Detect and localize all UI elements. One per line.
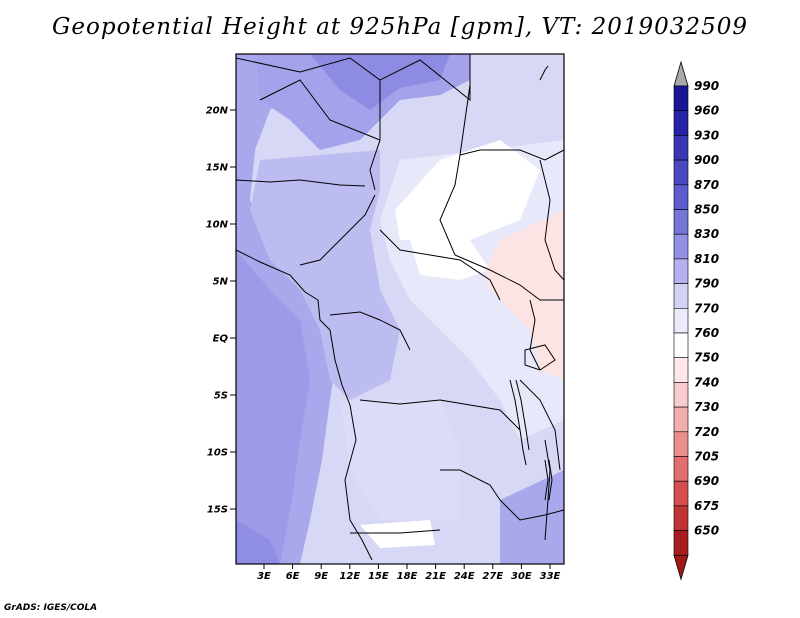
map-frame [235, 53, 565, 565]
lat-tick-label: 10N [206, 220, 229, 231]
colorbar-swatch [673, 135, 689, 161]
border-tanzania [519, 379, 561, 471]
lat-tick-label: 20N [206, 106, 229, 117]
lat-tick-label: EQ [213, 334, 229, 345]
colorbar-label: 870 [694, 178, 719, 192]
colorbar-swatch [673, 283, 689, 309]
border-niger-chad [369, 80, 381, 191]
border-chad-sudan [439, 84, 471, 256]
border-zambia-mozambique [499, 499, 564, 521]
colorbar-swatch [673, 307, 689, 334]
chart-title: Geopotential Height at 925hPa [gpm], VT:… [52, 14, 748, 40]
lon-tick-label: 15E [368, 571, 389, 582]
border-car [379, 229, 501, 301]
lon-tick-label: 27E [482, 571, 503, 582]
colorbar-swatch [673, 184, 689, 210]
lon-tick-label: 30E [511, 571, 532, 582]
field-pink-east [485, 210, 564, 380]
colorbar-label: 960 [694, 104, 719, 118]
colorbar-label: 690 [694, 474, 719, 488]
lon-tick-label: 9E [314, 571, 328, 582]
colorbar-label: 900 [694, 153, 719, 167]
colorbar-label: 930 [694, 128, 719, 142]
lon-tick-label: 6E [286, 571, 300, 582]
field-ocean-west-mid [236, 250, 310, 564]
colorbar-swatch [673, 233, 689, 260]
colorbar-swatch [673, 431, 689, 457]
colorbar-label: 675 [694, 499, 719, 513]
lake-tanganyika [509, 379, 530, 466]
lake-malawi [544, 459, 553, 501]
colorbar: 990 960 930 900 870 850 830 810 790 770 760 750 740 7… [673, 60, 719, 581]
colorbar-top-arrow [673, 60, 689, 87]
lon-tick-label: 3E [257, 571, 271, 582]
field-white-north [395, 140, 540, 240]
border-uganda-kenya [529, 299, 541, 371]
field-southwest-corner [236, 520, 280, 564]
colorbar-label: 720 [694, 425, 719, 439]
border-sudan-south [459, 149, 564, 161]
colorbar-label: 770 [694, 301, 719, 315]
colorbar-label: 790 [694, 277, 719, 291]
border-mali-niger [259, 79, 381, 141]
colorbar-swatch [673, 406, 689, 433]
border-south-sudan [454, 254, 564, 301]
colorbar-swatch [673, 85, 689, 112]
longitude-axis: 3E 6E 9E 12E 15E 18E 21E 24E 27E 30E 33E [257, 564, 561, 582]
colorbar-label: 810 [694, 252, 719, 266]
border-angola-zambia [440, 469, 501, 501]
field-south-central [340, 400, 460, 520]
colorbar-swatch [673, 530, 689, 556]
lat-tick-label: 5N [213, 277, 229, 288]
footer-credit: GrADS: IGES/COLA [4, 603, 98, 613]
lon-tick-label: 24E [454, 571, 475, 582]
colorbar-label: 830 [694, 227, 719, 241]
border-nigeria-cameroon [299, 194, 376, 266]
colorbar-swatch [673, 505, 689, 531]
border-cameroon-congo [329, 311, 411, 351]
lon-tick-label: 18E [397, 571, 418, 582]
coastline-west [236, 249, 373, 561]
colorbar-swatch [673, 110, 689, 136]
border-drc [359, 399, 521, 431]
field-white-south [360, 520, 435, 548]
lake-victoria [524, 344, 556, 371]
border-malawi [544, 439, 551, 541]
colorbar-label: 850 [694, 203, 719, 217]
colorbar-swatch [673, 456, 689, 482]
colorbar-swatch [673, 357, 689, 383]
border-angola-namibia [350, 529, 441, 534]
border-niger-nigeria [236, 179, 366, 187]
colorbar-swatch [673, 159, 689, 186]
borders-and-coasts [236, 54, 564, 561]
lon-tick-label: 33E [540, 571, 561, 582]
lat-tick-label: 15N [206, 163, 229, 174]
lat-tick-label: 5S [214, 391, 228, 402]
lon-tick-label: 21E [425, 571, 446, 582]
colorbar-label: 760 [694, 326, 719, 340]
colorbar-swatch [673, 382, 689, 408]
colorbar-swatch [673, 209, 689, 235]
lat-tick-label: 15S [207, 505, 228, 516]
colorbar-label: 730 [694, 400, 719, 414]
colorbar-swatch [673, 480, 689, 507]
colorbar-label: 740 [694, 375, 719, 389]
red-sea-coast [539, 65, 549, 81]
field-white-center [410, 240, 490, 280]
colorbar-label: 750 [694, 351, 719, 365]
colorbar-label: 650 [694, 524, 719, 538]
field-central [250, 150, 400, 400]
colorbar-label: 990 [694, 79, 719, 93]
latitude-axis: 20N 15N 10N 5N EQ 5S 10S 15S [206, 106, 236, 516]
colorbar-bottom-arrow [673, 554, 689, 581]
lon-tick-label: 12E [339, 571, 360, 582]
height-field [236, 54, 564, 564]
colorbar-label: 705 [694, 450, 719, 464]
lat-tick-label: 10S [207, 448, 228, 459]
colorbar-swatch [673, 332, 689, 359]
colorbar-swatch [673, 258, 689, 284]
border-ethiopia [539, 159, 564, 281]
